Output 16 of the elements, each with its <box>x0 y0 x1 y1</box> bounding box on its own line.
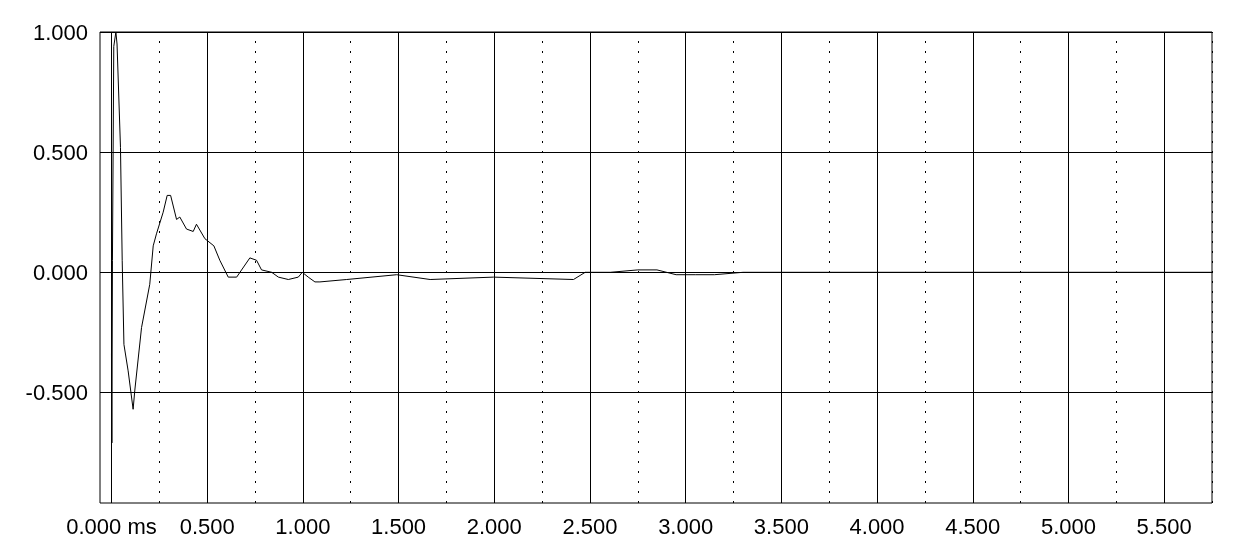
y-tick-label: 1.000 <box>32 19 88 45</box>
y-tick-label: -0.500 <box>25 379 88 405</box>
x-tick-label: 1.500 <box>371 513 427 539</box>
x-tick-label: 4.500 <box>945 513 1001 539</box>
y-tick-label: 0.000 <box>32 259 88 285</box>
x-tick-label: 0.000 ms <box>66 513 157 539</box>
x-tick-label: 5.000 <box>1040 513 1096 539</box>
x-tick-label: 3.500 <box>753 513 809 539</box>
x-tick-label: 0.500 <box>179 513 235 539</box>
x-tick-label: 5.500 <box>1136 513 1192 539</box>
x-tick-label: 2.000 <box>466 513 522 539</box>
x-tick-label: 1.000 <box>275 513 331 539</box>
y-tick-label: 0.500 <box>32 139 88 165</box>
x-tick-label: 4.000 <box>849 513 905 539</box>
x-tick-label: 3.000 <box>658 513 714 539</box>
x-tick-label: 2.500 <box>562 513 618 539</box>
